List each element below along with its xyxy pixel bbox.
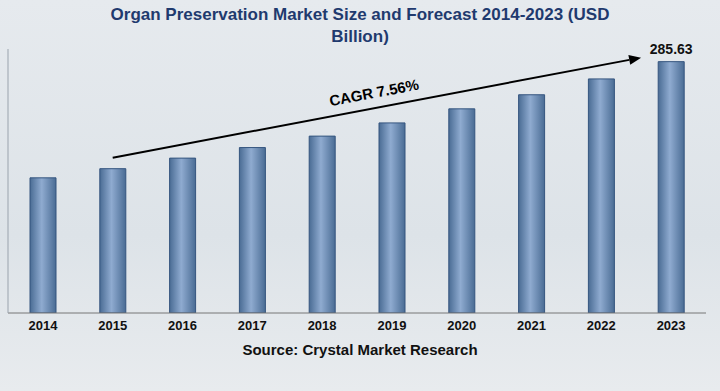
svg-text:2023: 2023	[657, 318, 686, 333]
svg-text:2019: 2019	[377, 318, 406, 333]
svg-text:2020: 2020	[447, 318, 476, 333]
html-text:Source: Crystal Market Researc: Source: Crystal Market Research	[242, 341, 478, 358]
svg-text:2022: 2022	[587, 318, 616, 333]
svg-text:2014: 2014	[28, 318, 58, 333]
svg-text:2016: 2016	[168, 318, 197, 333]
svg-text:CAGR 7.56%: CAGR 7.56%	[328, 76, 420, 110]
svg-text:285.63: 285.63	[650, 41, 693, 57]
svg-text:2017: 2017	[238, 318, 267, 333]
svg-text:2021: 2021	[517, 318, 546, 333]
html-text:Organ Preservation Market Size: Organ Preservation Market Size and Forec…	[110, 5, 610, 46]
svg-text:2018: 2018	[308, 318, 337, 333]
svg-text:2015: 2015	[98, 318, 127, 333]
